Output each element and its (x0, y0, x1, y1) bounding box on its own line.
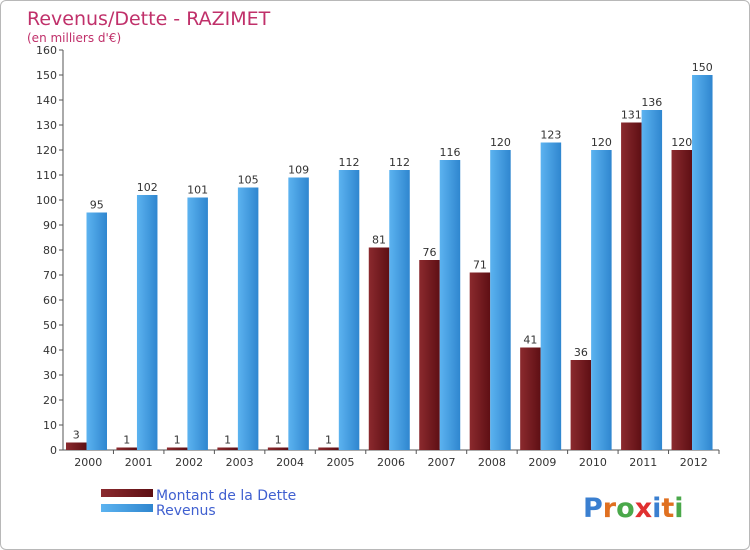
legend: Montant de la Dette Revenus (101, 488, 296, 519)
data-label-debt: 1 (325, 434, 332, 447)
y-tick-label: 90 (43, 219, 57, 232)
y-tick-label: 70 (43, 269, 57, 282)
data-label-debt: 131 (621, 109, 642, 122)
data-label-debt: 1 (123, 434, 130, 447)
x-tick-label: 2012 (680, 456, 708, 469)
bar-revenus (187, 197, 208, 450)
data-label-debt: 76 (422, 246, 436, 259)
bar-revenus (136, 195, 158, 450)
data-label-revenus: 120 (490, 136, 511, 149)
x-tick-label: 2002 (175, 456, 203, 469)
x-tick-label: 2003 (226, 456, 254, 469)
bar-debt (66, 442, 87, 450)
data-label-revenus: 102 (137, 181, 158, 194)
y-tick-label: 20 (43, 394, 57, 407)
data-label-revenus: 136 (641, 96, 662, 109)
y-tick-label: 120 (36, 144, 57, 157)
proxiti-logo: Proxiti (583, 493, 684, 524)
bar-revenus (540, 142, 562, 450)
x-tick-label: 2010 (579, 456, 607, 469)
bar-debt (419, 260, 440, 450)
bar-debt (318, 447, 339, 450)
data-label-revenus: 109 (288, 164, 309, 177)
y-tick-label: 80 (43, 244, 57, 257)
legend-swatch-revenus (101, 504, 153, 512)
y-tick-label: 10 (43, 419, 57, 432)
y-tick-label: 150 (36, 69, 57, 82)
bar-debt (217, 447, 238, 450)
bar-debt (368, 247, 390, 450)
bar-revenus (490, 150, 511, 450)
x-tick-label: 2005 (327, 456, 355, 469)
x-tick-label: 2001 (125, 456, 153, 469)
bar-debt (621, 122, 642, 450)
data-label-revenus: 150 (692, 61, 713, 74)
x-tick-label: 2011 (629, 456, 657, 469)
bar-revenus (338, 170, 360, 450)
y-tick-label: 50 (43, 319, 57, 332)
x-tick-label: 2008 (478, 456, 506, 469)
chart-title: Revenus/Dette - RAZIMET (27, 8, 271, 30)
bar-revenus (288, 177, 309, 450)
data-label-revenus: 112 (339, 156, 360, 169)
bar-revenus (86, 212, 107, 450)
data-label-debt: 120 (671, 136, 692, 149)
data-label-debt: 71 (473, 259, 487, 272)
data-label-revenus: 101 (187, 184, 208, 197)
data-label-revenus: 105 (238, 174, 259, 187)
bar-revenus (237, 187, 259, 450)
legend-label-debt: Montant de la Dette (156, 488, 296, 504)
y-tick-label: 140 (36, 94, 57, 107)
data-label-debt: 1 (224, 434, 231, 447)
y-tick-label: 60 (43, 294, 57, 307)
y-tick-label: 110 (36, 169, 57, 182)
data-label-revenus: 120 (591, 136, 612, 149)
bar-debt (570, 360, 592, 450)
y-tick-label: 0 (50, 444, 57, 457)
data-label-revenus: 95 (90, 199, 104, 212)
y-tick-label: 160 (36, 44, 57, 57)
data-label-revenus: 112 (389, 156, 410, 169)
x-tick-label: 2004 (276, 456, 304, 469)
data-label-debt: 36 (574, 346, 588, 359)
bar-revenus (389, 170, 410, 450)
legend-label-revenus: Revenus (156, 503, 216, 519)
y-tick-label: 130 (36, 119, 57, 132)
data-label-revenus: 123 (540, 129, 561, 142)
x-tick-label: 2009 (528, 456, 556, 469)
bar-revenus (641, 110, 663, 450)
data-label-debt: 3 (73, 429, 80, 442)
bar-revenus (591, 150, 612, 450)
bar-debt (116, 447, 137, 450)
data-label-debt: 1 (275, 434, 282, 447)
bar-debt (520, 347, 541, 450)
axes: 0 10 20 30 40 50 60 70 80 90 100 110 120 130 140 150 160… (36, 44, 720, 469)
bar-revenus (692, 75, 713, 450)
x-tick-label: 2007 (427, 456, 455, 469)
bar-debt (671, 150, 693, 450)
data-label-debt: 1 (174, 434, 181, 447)
x-tick-label: 2000 (74, 456, 102, 469)
y-tick-label: 40 (43, 344, 57, 357)
x-tick-label: 2006 (377, 456, 405, 469)
y-tick-label: 100 (36, 194, 57, 207)
y-tick-label: 30 (43, 369, 57, 382)
data-label-debt: 81 (372, 234, 386, 247)
bar-debt (166, 447, 188, 450)
bar-debt (469, 272, 491, 450)
proxiti-logo-text: Proxiti (583, 493, 684, 524)
data-label-revenus: 116 (439, 146, 460, 159)
bars: 3 95 1 102 1 101 1 105 1 109 1 112 81 112 76 116 71 120 41… (66, 61, 713, 450)
chart-subtitle: (en milliers d'€) (27, 31, 121, 45)
bar-debt (267, 447, 289, 450)
data-label-debt: 41 (523, 334, 537, 347)
legend-swatch-debt (101, 489, 153, 497)
bar-revenus (439, 160, 461, 450)
